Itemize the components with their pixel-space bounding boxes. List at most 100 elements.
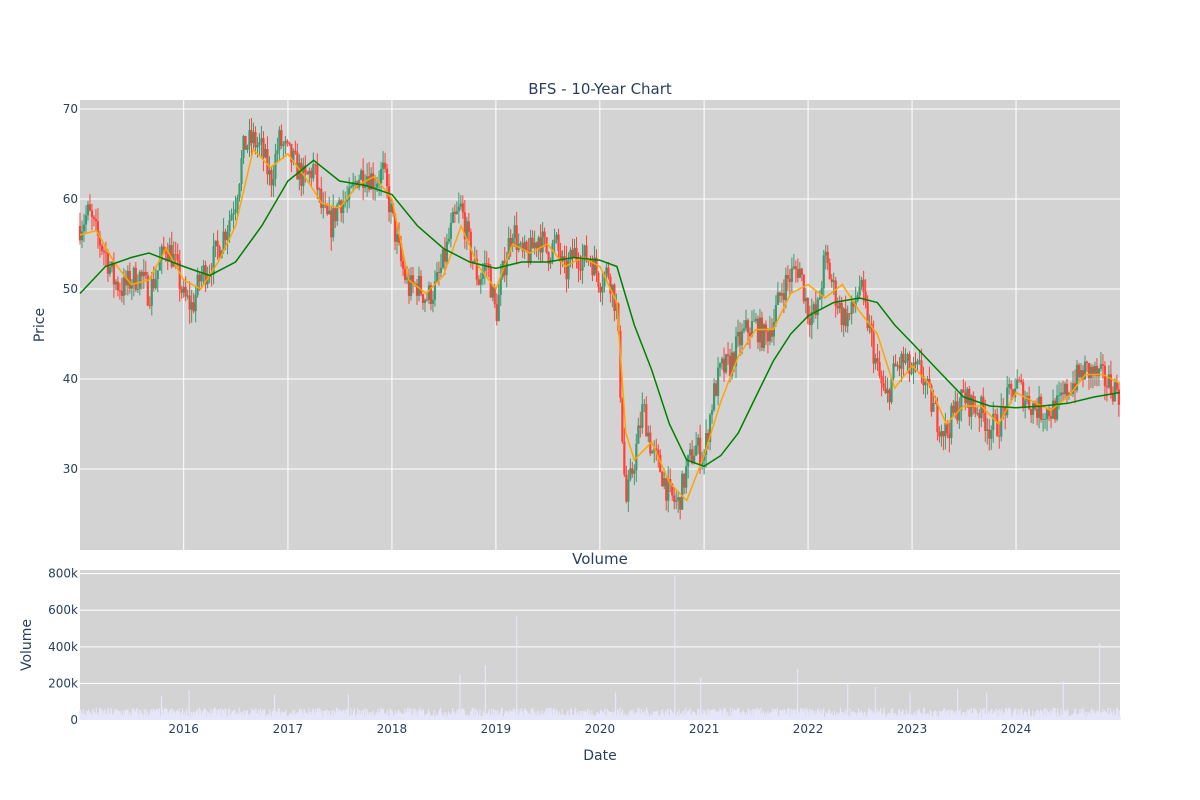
volume-bar [653, 711, 655, 720]
volume-bar-spike [700, 677, 702, 720]
volume-bar [955, 715, 957, 720]
candle-body [762, 324, 766, 348]
volume-bar [234, 715, 237, 720]
volume-bar [80, 709, 82, 720]
volume-bar [912, 713, 914, 720]
volume-bar [462, 708, 464, 720]
volume-bar [572, 714, 574, 720]
volume-bar [1004, 713, 1006, 720]
volume-bar [945, 711, 948, 720]
volume-bar [193, 711, 195, 720]
volume-bar [457, 713, 459, 720]
candle-body [900, 353, 903, 369]
volume-bar [970, 708, 972, 720]
candle-body [860, 279, 863, 287]
candle-body [284, 140, 287, 145]
volume-bar [971, 713, 973, 720]
volume-bar [943, 709, 945, 720]
volume-bar [102, 714, 104, 720]
volume-bar [106, 710, 108, 720]
volume-bar [536, 710, 538, 720]
date-tick-label: 2018 [377, 722, 408, 736]
candle-body [756, 318, 760, 343]
volume-bar [1024, 710, 1026, 720]
candle-body [665, 478, 668, 501]
candle-body [124, 277, 127, 286]
volume-bar [175, 710, 178, 720]
volume-bar [927, 713, 930, 720]
volume-bar [1030, 716, 1032, 720]
volume-bar [888, 712, 890, 720]
candle-body [218, 246, 221, 259]
candle-body [1024, 400, 1027, 409]
candle-body [786, 275, 789, 279]
volume-bar [81, 713, 84, 720]
candle-body [431, 299, 435, 304]
volume-bar [217, 708, 220, 720]
volume-bar [611, 712, 613, 720]
volume-bar [540, 713, 542, 720]
volume-bar [944, 708, 946, 720]
candle-body [661, 472, 664, 487]
volume-bar [886, 714, 889, 720]
volume-bar [862, 713, 864, 720]
volume-bar [717, 710, 719, 720]
volume-bar [1072, 714, 1074, 720]
volume-bar [1045, 715, 1048, 720]
volume-bar [848, 716, 850, 720]
volume-bar [208, 712, 210, 720]
volume-bar [506, 711, 508, 720]
candle-body [80, 231, 84, 241]
volume-bar [255, 708, 257, 720]
volume-bar [829, 713, 831, 720]
candle-body [1000, 406, 1003, 437]
volume-bar [431, 715, 433, 720]
candle-body [880, 375, 883, 384]
candle-body [984, 412, 987, 431]
volume-bar [379, 711, 381, 720]
volume-bar [509, 709, 511, 720]
volume-bar [613, 711, 615, 720]
volume-bar [855, 713, 857, 720]
volume-bar [270, 716, 273, 720]
volume-bar [1115, 708, 1118, 720]
volume-bar [693, 711, 696, 720]
volume-bar [229, 715, 232, 720]
volume-bar [329, 716, 331, 720]
volume-bar [152, 712, 154, 720]
candle-body [824, 251, 827, 256]
candle-body [766, 331, 770, 342]
price-tick-label: 40 [63, 372, 78, 386]
volume-bar [516, 709, 519, 720]
candle-body [830, 279, 833, 283]
volume-bar [844, 714, 846, 720]
candle-body [1071, 383, 1075, 394]
candle-body [904, 360, 907, 363]
candle-body [980, 396, 983, 419]
candle-body [180, 288, 183, 293]
candle-body [184, 286, 187, 297]
volume-bar [752, 716, 754, 720]
candle-body [816, 299, 819, 316]
candle-body [471, 261, 474, 263]
volume-bar [125, 710, 127, 720]
volume-bar [537, 715, 539, 720]
volume-bar [86, 711, 88, 720]
volume-bar [934, 710, 937, 720]
candle-body [934, 403, 937, 404]
volume-bar [443, 712, 445, 720]
candle-body [250, 130, 253, 144]
volume-bar [473, 716, 475, 720]
volume-bar [819, 714, 821, 720]
candle-body [360, 170, 363, 180]
volume-bar [660, 710, 662, 720]
volume-bar [913, 715, 915, 720]
volume-bar [648, 716, 650, 720]
volume-bar [1078, 713, 1080, 720]
candle-body [874, 358, 877, 364]
volume-bar [679, 715, 681, 720]
volume-bar [589, 713, 591, 720]
volume-bar [1046, 709, 1048, 720]
